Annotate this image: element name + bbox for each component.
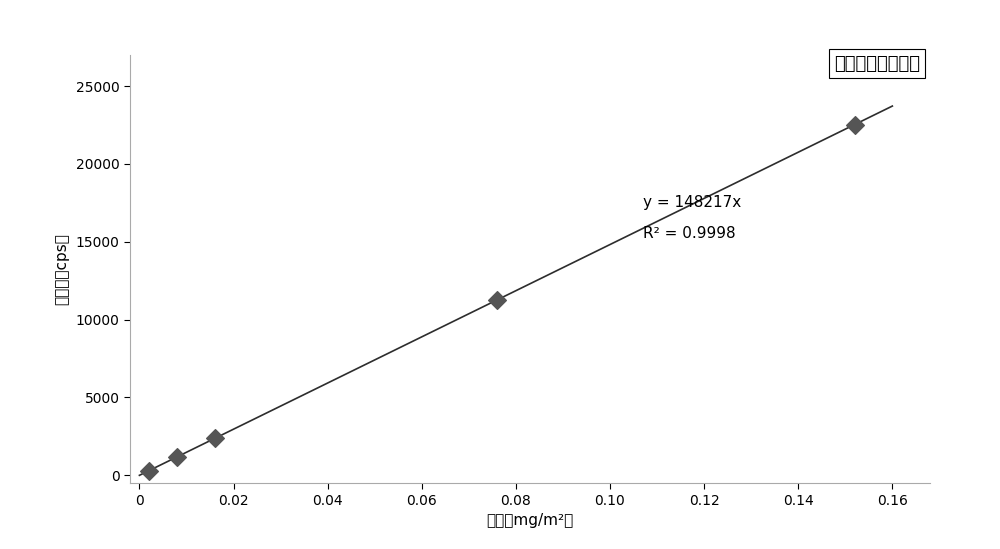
Point (141, 466, 157, 475)
Point (207, 434, 223, 443)
Text: 甲醇标准工作曲线: 甲醇标准工作曲线 (834, 55, 920, 73)
Text: R² = 0.9998: R² = 0.9998 (643, 227, 736, 242)
Point (847, 120, 863, 129)
Text: y = 148217x: y = 148217x (643, 195, 741, 210)
Point (489, 295, 505, 304)
X-axis label: 浓度（mg/m²）: 浓度（mg/m²） (486, 513, 574, 528)
Point (169, 452, 185, 461)
Y-axis label: 峰强度（cps）: 峰强度（cps） (54, 233, 69, 305)
